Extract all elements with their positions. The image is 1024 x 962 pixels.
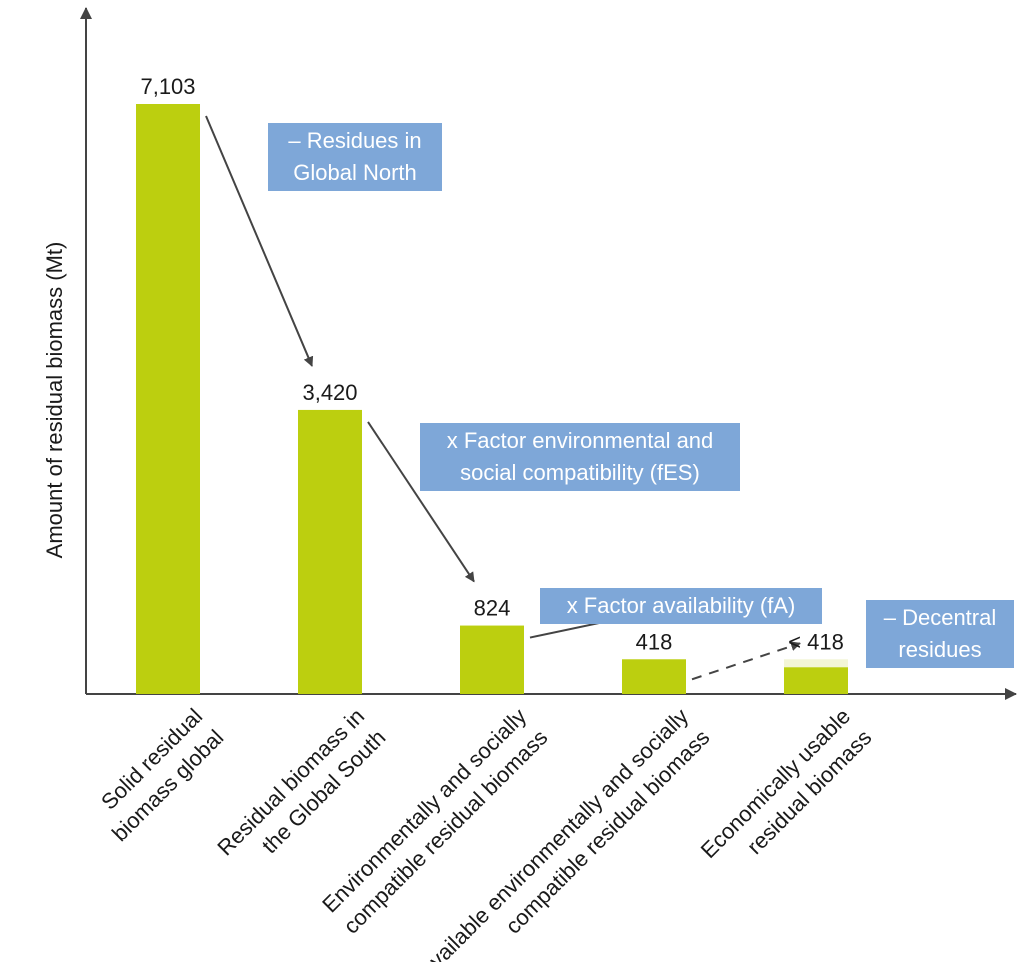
axes: [80, 7, 1017, 700]
value-label-1: 7,103: [140, 74, 195, 99]
bar-reference-band: [784, 659, 848, 668]
step-box-line: – Decentral: [883, 605, 997, 630]
bar-5: [784, 667, 848, 694]
bar-3: [460, 625, 524, 694]
step-arrow-4: [691, 641, 801, 681]
bar-1: [136, 104, 200, 694]
value-label-2: 3,420: [302, 380, 357, 405]
step-box-3: x Factor availability (fA): [540, 588, 822, 624]
value-label-4: 418: [636, 629, 673, 654]
bar-4: [622, 659, 686, 694]
y-axis-label: Amount of residual biomass (Mt): [42, 242, 67, 559]
step-box-4: – Decentral residues: [866, 600, 1014, 668]
step-box-line: residues: [898, 637, 982, 662]
step-box-line: x Factor environmental and: [446, 428, 714, 453]
step-box-2: x Factor environmental and social compati…: [420, 423, 740, 491]
bars: [136, 104, 848, 694]
bar-2: [298, 409, 362, 694]
step-box-line: Global North: [293, 160, 417, 185]
step-arrow-1: [205, 115, 314, 367]
step-arrow-2: [367, 421, 475, 583]
value-labels: 7,103 3,420 824 418 < 418: [140, 74, 843, 654]
step-box-line: x Factor availability (fA): [566, 593, 796, 618]
step-box-line: – Residues in: [288, 128, 422, 153]
value-label-3: 824: [474, 596, 511, 621]
step-box-1: – Residues in Global North: [268, 123, 442, 191]
step-box-line: social compatibility (fES): [460, 460, 700, 485]
value-label-5: < 418: [788, 629, 844, 654]
